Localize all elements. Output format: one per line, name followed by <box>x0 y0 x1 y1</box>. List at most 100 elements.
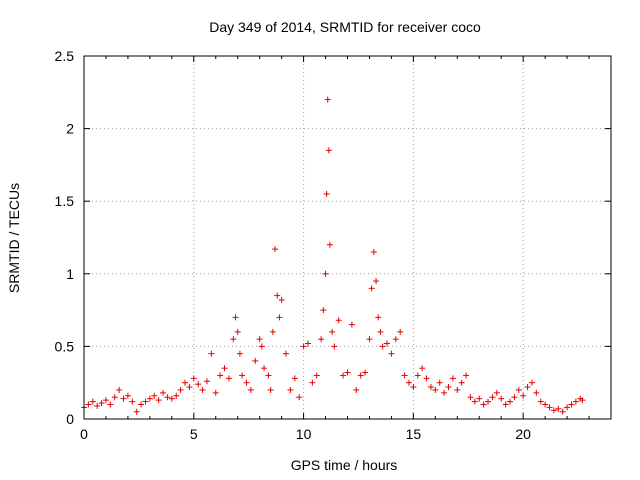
data-point <box>335 317 342 324</box>
data-point <box>267 386 274 393</box>
data-point <box>357 372 364 379</box>
grid-lines <box>84 56 611 419</box>
data-point <box>203 378 210 385</box>
data-point <box>236 350 243 357</box>
x-tick-label: 10 <box>296 426 312 442</box>
data-point <box>362 369 369 376</box>
x-tick-label: 20 <box>515 426 531 442</box>
data-point <box>414 372 421 379</box>
data-point <box>133 408 140 415</box>
data-point <box>323 190 330 197</box>
data-point <box>485 398 492 405</box>
data-point <box>449 375 456 382</box>
data-point <box>401 372 408 379</box>
data-point <box>155 397 162 404</box>
data-point <box>511 394 518 401</box>
data-point <box>331 343 338 350</box>
data-point <box>276 314 283 321</box>
data-point <box>454 386 461 393</box>
data-point <box>388 350 395 357</box>
data-point <box>405 379 412 386</box>
data-point <box>258 343 265 350</box>
data-point <box>322 270 329 277</box>
data-point <box>256 336 263 343</box>
data-point <box>379 343 386 350</box>
data-point <box>320 307 327 314</box>
data-point <box>296 394 303 401</box>
data-point <box>579 397 586 404</box>
data-point <box>313 372 320 379</box>
data-point <box>423 375 430 382</box>
data-point <box>392 336 399 343</box>
data-point <box>85 401 92 408</box>
data-point <box>304 340 311 347</box>
data-point <box>375 314 382 321</box>
data-point <box>436 379 443 386</box>
data-point <box>107 401 114 408</box>
data-point <box>138 401 145 408</box>
data-point <box>89 398 96 405</box>
data-point <box>441 389 448 396</box>
data-point <box>142 398 149 405</box>
plot-frame <box>83 55 612 420</box>
x-ticks: 0 5 10 15 20 <box>80 56 590 442</box>
y-tick-label: 2.5 <box>55 48 75 64</box>
chart-title: Day 349 of 2014, SRMTID for receiver coc… <box>209 19 481 35</box>
data-point <box>221 365 228 372</box>
y-tick-label: 2 <box>66 121 74 137</box>
data-point <box>111 394 118 401</box>
data-point <box>493 389 500 396</box>
data-point <box>291 375 298 382</box>
x-tick-label: 15 <box>406 426 422 442</box>
data-point <box>102 397 109 404</box>
data-point <box>212 389 219 396</box>
data-point <box>480 401 487 408</box>
data-point <box>326 241 333 248</box>
data-point <box>98 400 105 407</box>
data-point <box>208 350 215 357</box>
data-point <box>546 404 553 411</box>
data-point <box>445 384 452 391</box>
data-point <box>164 394 171 401</box>
data-point <box>427 384 434 391</box>
y-tick-label: 1.5 <box>55 193 75 209</box>
data-point <box>377 328 384 335</box>
data-point <box>542 401 549 408</box>
data-point <box>116 386 123 393</box>
data-point <box>537 398 544 405</box>
data-point <box>476 395 483 402</box>
data-point <box>234 328 241 335</box>
data-point <box>515 386 522 393</box>
data-point <box>559 408 566 415</box>
y-tick-label: 1 <box>66 266 74 282</box>
data-point <box>283 350 290 357</box>
data-point <box>370 249 377 256</box>
data-point <box>146 395 153 402</box>
data-point <box>325 147 332 154</box>
data-point <box>269 328 276 335</box>
data-point <box>168 395 175 402</box>
data-point <box>300 343 307 350</box>
data-point <box>278 296 285 303</box>
x-tick-label: 5 <box>190 426 198 442</box>
data-point <box>239 372 246 379</box>
data-point <box>309 379 316 386</box>
data-point <box>528 379 535 386</box>
data-point <box>572 398 579 405</box>
data-point <box>344 369 351 376</box>
y-axis-label: SRMTID / TECUs <box>6 183 22 293</box>
x-axis-label: GPS time / hours <box>291 457 398 473</box>
data-point <box>252 357 259 364</box>
data-point <box>348 321 355 328</box>
data-point <box>533 389 540 396</box>
data-point <box>243 379 250 386</box>
data-point <box>272 246 279 253</box>
data-point <box>225 375 232 382</box>
data-point <box>160 389 167 396</box>
data-point <box>318 336 325 343</box>
data-point <box>190 375 197 382</box>
data-point <box>489 394 496 401</box>
data-point <box>287 386 294 393</box>
data-point <box>182 379 189 386</box>
data-point <box>94 402 101 409</box>
